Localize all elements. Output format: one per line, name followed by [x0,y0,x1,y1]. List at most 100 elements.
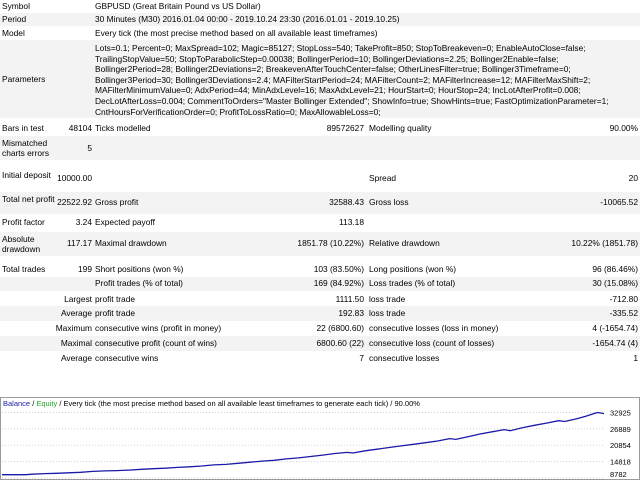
net-profit-value: 22522.92 [57,197,92,207]
absolute-drawdown-value: 117.17 [67,238,92,248]
loss-trades-label: Loss trades (% of total) [369,278,456,288]
y-tick-label: 14818 [610,458,631,467]
mismatch-label: Mismatched charts errors [2,138,50,158]
balance-chart-svg: Balance / Equity / Every tick (the most … [0,397,640,480]
maximal-cons-loss-value: -1654.74 (4) [592,338,638,348]
max-cons-wins-label: consecutive wins (profit in money) [95,323,222,333]
row-mismatch: Mismatched charts errors 5 [0,136,640,160]
profit-factor-label: Profit factor [2,217,45,227]
average-profit-value: 192.83 [338,308,364,318]
balance-chart: Balance / Equity / Every tick (the most … [0,397,640,480]
row-parameters: Parameters [0,40,640,118]
parameters-value: Lots=0.1; Percent=0; MaxSpread=102; Magi… [95,43,609,117]
loss-trades-value: 30 (15.08%) [592,278,638,288]
row-symbol: Symbol GBPUSD (Great Britain Pound vs US… [0,0,640,13]
row-bars: Bars in test 48104 Ticks modelled 895726… [0,120,640,136]
balance-line [2,411,605,476]
total-trades-label: Total trades [2,264,46,274]
model-value: Every tick (the most precise method base… [95,28,378,38]
relative-drawdown-value: 10.22% (1851.78) [571,238,638,248]
expected-payoff-value: 113.18 [339,217,364,227]
legend-description: / Every tick (the most precise method ba… [57,399,420,408]
max-cons-losses-value: 4 (-1654.74) [592,323,638,333]
relative-drawdown-label: Relative drawdown [369,238,440,248]
deposit-value: 10000.00 [57,173,92,183]
parameters-label: Parameters [2,74,46,84]
row-net-profit: Total net profit 22522.92 Gross profit 3… [0,192,640,214]
chart-grid [2,411,604,479]
avg-consecutive-label: Average [60,353,92,363]
row-maximal: Maximal consecutive profit (count of win… [0,336,640,351]
y-tick-label: 8782 [610,470,627,479]
expected-payoff-label: Expected payoff [95,217,155,227]
row-drawdown: Absolute drawdown 117.17 Maximal drawdow… [0,232,640,256]
row-maximum: Maximum consecutive wins (profit in mone… [0,321,640,336]
spread-label: Spread [369,173,397,183]
average-loss-value: -335.52 [609,308,638,318]
period-label: Period [2,14,27,24]
avg-cons-wins-label: consecutive wins [95,353,159,363]
legend-equity: Equity [36,399,57,408]
gross-profit-label: Gross profit [95,197,139,207]
chart-y-ticks: 32925 26889 20854 14818 8782 [610,408,631,479]
total-trades-value: 199 [78,264,92,274]
avg-cons-losses-value: 1 [633,353,638,363]
quality-value: 90.00% [609,123,638,133]
y-tick-label: 26889 [610,425,631,434]
largest-label: Largest [64,294,92,304]
long-positions-value: 96 (86.46%) [592,264,638,274]
long-positions-label: Long positions (won %) [369,264,457,274]
average-profit-label: profit trade [95,308,136,318]
maximal-cons-profit-label: consecutive profit (count of wins) [95,338,217,348]
row-average: Average profit trade 192.83 loss trade -… [0,306,640,321]
bars-label: Bars in test [2,123,44,133]
largest-profit-label: profit trade [95,294,136,304]
spread-value: 20 [628,173,638,183]
legend-separator: / [30,399,36,408]
row-period: Period 30 Minutes (M30) 2016.01.04 00:00… [0,13,640,26]
row-deposit: Initial deposit 10000.00 Spread 20 [0,168,640,190]
period-value: 30 Minutes (M30) 2016.01.04 00:00 - 2019… [95,14,400,24]
profit-trades-label: Profit trades (% of total) [95,278,183,288]
maximal-drawdown-label: Maximal drawdown [95,238,167,248]
maximal-cons-profit-value: 6800.60 (22) [316,338,365,348]
chart-frame [0,397,640,480]
row-average-consecutive: Average consecutive wins 7 consecutive l… [0,351,640,366]
largest-profit-value: 1111.50 [335,294,364,304]
max-cons-wins-value: 22 (6800.60) [316,323,365,333]
deposit-label: Initial deposit [2,170,51,180]
row-profit-factor: Profit factor 3.24 Expected payoff 113.1… [0,215,640,230]
row-largest: Largest profit trade 1111.50 loss trade … [0,292,640,306]
maximum-label: Maximum [55,323,92,333]
bars-value: 48104 [68,123,92,133]
absolute-drawdown-label: Absolute drawdown [2,234,41,254]
profit-factor-value: 3.24 [75,217,92,227]
model-label: Model [2,28,25,38]
y-tick-label: 20854 [610,441,631,450]
row-total-trades: Total trades 199 Short positions (won %)… [0,262,640,277]
y-tick-label: 32925 [610,408,631,417]
gross-profit-value: 32588.43 [329,197,364,207]
net-profit-label: Total net profit [2,194,55,204]
row-model: Model Every tick (the most precise metho… [0,26,640,40]
ticks-label: Ticks modelled [95,123,151,133]
gross-loss-value: -10065.52 [600,197,638,207]
average-label: Average [60,308,92,318]
row-profit-trades: Profit trades (% of total) 169 (84.92%) … [0,277,640,291]
symbol-label: Symbol [2,1,30,11]
ticks-value: 89572627 [326,123,364,133]
maximal-cons-loss-label: consecutive loss (count of losses) [369,338,495,348]
gross-loss-label: Gross loss [369,197,409,207]
chart-legend: Balance / Equity / Every tick (the most … [3,399,420,408]
mismatch-value: 5 [87,143,92,153]
short-positions-value: 103 (83.50%) [313,264,364,274]
avg-cons-losses-label: consecutive losses [369,353,440,363]
short-positions-label: Short positions (won %) [95,264,184,274]
maximal-label: Maximal [60,338,92,348]
largest-loss-label: loss trade [369,294,406,304]
largest-loss-value: -712.80 [609,294,638,304]
legend-balance: Balance [3,399,30,408]
max-cons-losses-label: consecutive losses (loss in money) [369,323,499,333]
avg-cons-wins-value: 7 [359,353,364,363]
profit-trades-value: 169 (84.92%) [313,278,364,288]
